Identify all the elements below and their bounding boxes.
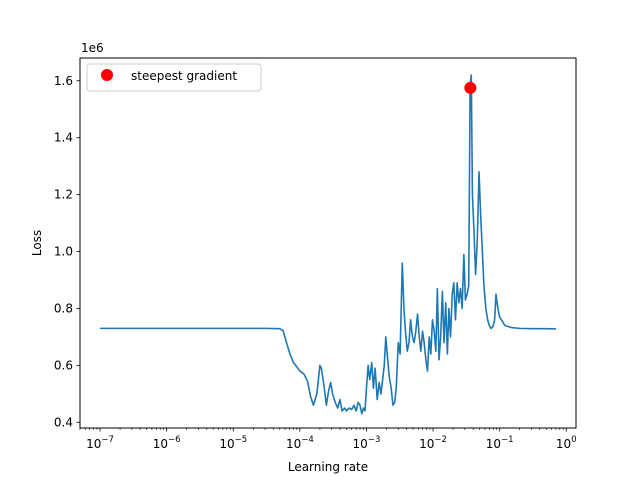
x-axis-label: Learning rate xyxy=(288,460,368,474)
legend-marker xyxy=(101,69,113,81)
y-tick-label: 0.4 xyxy=(54,415,73,429)
legend: steepest gradient xyxy=(86,63,262,92)
plot-frame xyxy=(79,57,577,429)
y-offset-text: 1e6 xyxy=(81,41,104,55)
legend-box xyxy=(86,63,262,92)
y-tick-label: 1.2 xyxy=(54,188,73,202)
x-tick-label: 10−4 xyxy=(286,435,314,451)
plot-content xyxy=(100,74,556,415)
x-tick-label: 10−3 xyxy=(353,435,381,451)
x-axis: 10−7 10−6 10−5 10−4 10−3 10−2 10−1 100 xyxy=(79,428,577,451)
x-tick-label: 10−5 xyxy=(219,435,247,451)
steepest-gradient-marker xyxy=(464,81,477,94)
y-axis: 0.4 0.6 0.8 1.0 1.2 1.4 1.6 xyxy=(54,74,80,429)
y-tick-label: 0.8 xyxy=(54,301,73,315)
y-tick-label: 1.4 xyxy=(54,131,73,145)
x-tick-label: 10−1 xyxy=(486,435,514,451)
x-tick-label: 10−6 xyxy=(153,435,181,451)
x-tick-label: 10−7 xyxy=(86,435,114,451)
x-tick-label: 10−2 xyxy=(419,435,447,451)
y-tick-label: 1.6 xyxy=(54,74,73,88)
loss-series-line xyxy=(100,74,556,415)
x-tick-label: 100 xyxy=(556,435,577,451)
y-axis-label: Loss xyxy=(30,230,44,256)
y-tick-label: 1.0 xyxy=(54,245,73,259)
y-tick-label: 0.6 xyxy=(54,358,73,372)
legend-label: steepest gradient xyxy=(131,69,237,83)
